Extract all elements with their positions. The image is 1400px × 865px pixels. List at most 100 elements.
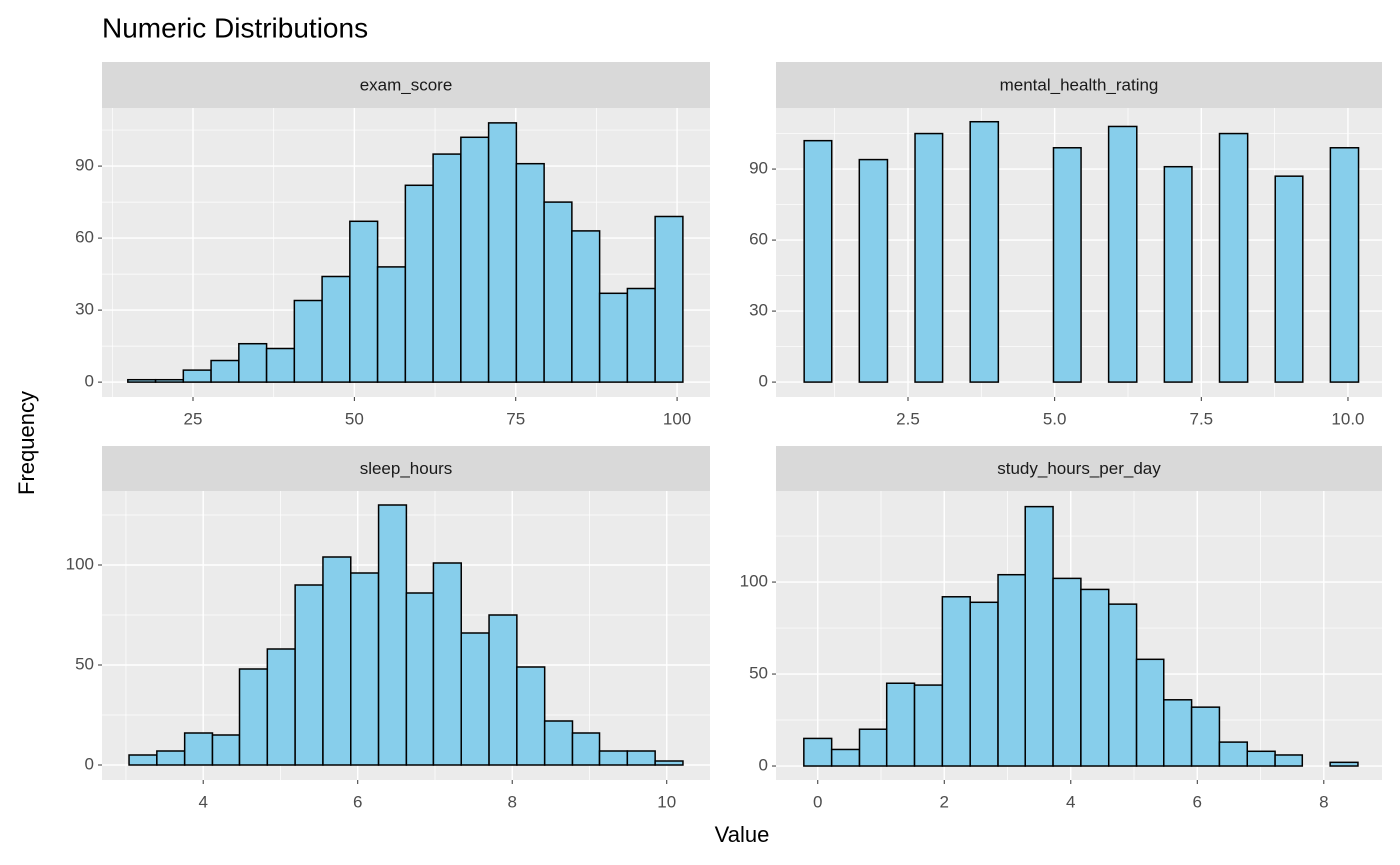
bar — [969, 601, 999, 767]
bar — [1107, 603, 1138, 767]
strip — [776, 62, 1382, 108]
bar — [969, 120, 1000, 383]
bar — [294, 584, 324, 766]
bar — [127, 378, 157, 383]
bar — [515, 162, 545, 383]
x-tick-label: 0 — [813, 792, 822, 811]
bar — [322, 556, 352, 766]
strip-label: exam_score — [360, 75, 453, 94]
bar — [1218, 741, 1249, 767]
bar — [1163, 165, 1193, 383]
x-tick-label: 4 — [1066, 792, 1075, 811]
bar — [349, 220, 379, 383]
bar — [154, 378, 185, 383]
y-tick-label: 100 — [66, 554, 94, 573]
bar — [571, 732, 601, 766]
bar — [654, 215, 684, 383]
x-tick-label: 25 — [184, 409, 203, 428]
bar — [210, 359, 240, 383]
bar — [858, 158, 889, 383]
strip — [102, 446, 710, 491]
bar — [432, 562, 462, 766]
bar — [238, 342, 268, 383]
bar — [941, 596, 971, 767]
bar — [238, 668, 269, 766]
bar — [266, 648, 296, 766]
y-tick-label: 90 — [75, 156, 94, 175]
bar — [376, 266, 407, 383]
bar — [803, 737, 833, 767]
strip — [776, 446, 1382, 491]
strip — [102, 62, 710, 108]
bar — [830, 748, 861, 767]
bar — [211, 734, 241, 766]
x-axis-label: Value — [715, 822, 770, 847]
y-tick-label: 0 — [85, 754, 94, 773]
x-tick-label: 6 — [353, 792, 362, 811]
y-tick-label: 0 — [85, 372, 94, 391]
strip-label: study_hours_per_day — [997, 459, 1161, 478]
bar — [1274, 175, 1304, 383]
y-tick-label: 100 — [740, 572, 768, 591]
x-tick-label: 100 — [663, 409, 691, 428]
bar — [156, 750, 186, 766]
x-tick-label: 2 — [940, 792, 949, 811]
bar — [914, 132, 944, 383]
bar — [543, 720, 574, 766]
bar — [571, 230, 601, 383]
y-tick-label: 30 — [749, 301, 768, 320]
x-tick-label: 8 — [1319, 792, 1328, 811]
x-tick-label: 4 — [198, 792, 207, 811]
strip-label: mental_health_rating — [1000, 75, 1159, 94]
bar — [460, 632, 490, 766]
bar — [516, 666, 546, 766]
bar — [1107, 125, 1138, 383]
bar — [858, 728, 888, 767]
bar — [626, 287, 656, 383]
y-tick-label: 0 — [759, 756, 768, 775]
bar — [1190, 706, 1221, 767]
bar — [404, 184, 434, 383]
bar — [1080, 588, 1110, 767]
y-tick-label: 30 — [75, 300, 94, 319]
bar — [654, 760, 684, 766]
x-tick-label: 10.0 — [1331, 409, 1364, 428]
bar — [321, 275, 351, 383]
x-tick-label: 5.0 — [1043, 409, 1067, 428]
bar — [913, 684, 944, 767]
bar — [626, 750, 656, 766]
bar — [293, 299, 323, 383]
bar — [460, 136, 490, 383]
bar — [803, 139, 833, 383]
y-tick-label: 50 — [75, 654, 94, 673]
bar — [265, 347, 296, 383]
x-tick-label: 2.5 — [896, 409, 920, 428]
bar — [487, 122, 518, 383]
bar — [885, 682, 916, 767]
bar — [598, 750, 629, 766]
bar — [1329, 761, 1359, 767]
x-tick-label: 6 — [1193, 792, 1202, 811]
bar — [1218, 132, 1249, 383]
bar — [1163, 699, 1193, 767]
bar — [432, 153, 462, 383]
x-tick-label: 10 — [657, 792, 676, 811]
x-tick-label: 50 — [345, 409, 364, 428]
bar — [1052, 147, 1082, 383]
bar — [1052, 577, 1082, 767]
bar — [1274, 754, 1304, 767]
strip-label: sleep_hours — [360, 459, 453, 478]
bar — [377, 504, 408, 766]
bar — [1024, 505, 1054, 767]
bar — [405, 592, 435, 766]
bar — [128, 754, 158, 766]
bar — [1329, 147, 1360, 383]
bar — [350, 572, 380, 766]
chart-title: Numeric Distributions — [102, 12, 368, 43]
y-axis-label: Frequency — [14, 391, 39, 495]
bar — [997, 573, 1026, 767]
y-tick-label: 60 — [75, 228, 94, 247]
bar — [183, 732, 214, 766]
y-tick-label: 60 — [749, 230, 768, 249]
